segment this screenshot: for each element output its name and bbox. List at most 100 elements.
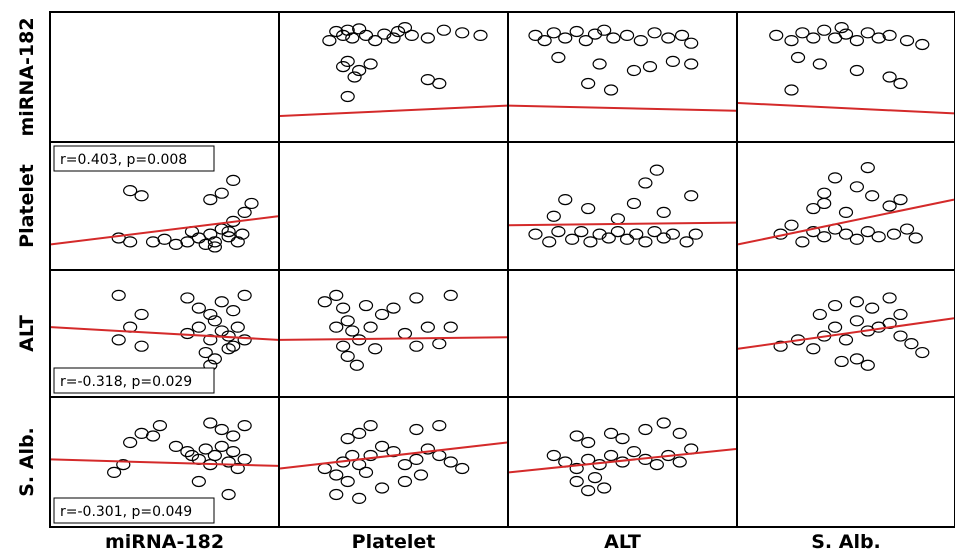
fit-line: [737, 198, 955, 246]
panel-alt-vs-alt: [507, 269, 738, 398]
data-point: [226, 305, 241, 317]
data-point: [882, 200, 897, 212]
data-point: [329, 488, 344, 501]
data-point: [882, 71, 897, 83]
data-point: [649, 164, 664, 176]
panel-s-alb-vs-platelet: [278, 396, 509, 528]
fit-line: [279, 336, 508, 341]
data-point: [157, 233, 172, 245]
cell-alt-vs-mirna-182: [50, 289, 279, 371]
data-point: [638, 177, 653, 189]
data-point: [336, 340, 351, 352]
data-point: [581, 485, 596, 497]
data-point: [647, 27, 662, 39]
data-point: [656, 232, 671, 244]
data-point: [397, 22, 413, 34]
data-point: [649, 459, 664, 471]
data-point: [207, 449, 222, 462]
data-point: [352, 492, 367, 504]
data-point: [352, 64, 367, 77]
data-point: [606, 32, 621, 44]
data-point: [226, 174, 241, 186]
data-point: [899, 223, 915, 235]
data-point: [849, 296, 865, 308]
data-point: [349, 359, 364, 371]
data-point: [322, 34, 337, 47]
panel-mirna-182-vs-s-alb: [736, 11, 955, 143]
data-point: [409, 453, 424, 465]
data-point: [817, 197, 832, 210]
data-point: [358, 466, 374, 478]
data-point: [849, 315, 865, 327]
data-point: [574, 226, 589, 238]
data-point: [363, 321, 378, 333]
data-point: [882, 292, 897, 304]
data-point: [221, 456, 236, 468]
data-point: [546, 210, 561, 222]
data-point: [886, 228, 902, 240]
data-point: [672, 456, 687, 468]
data-point: [656, 206, 671, 218]
data-point: [134, 308, 149, 321]
cell-platelet-vs-s-alb: [737, 162, 955, 248]
data-point: [336, 60, 351, 73]
data-point: [409, 292, 424, 304]
data-point: [123, 236, 138, 248]
data-point: [191, 475, 206, 488]
annotation-box: [53, 145, 215, 172]
cell-s-alb-vs-alt: [508, 417, 737, 497]
data-point: [569, 462, 584, 475]
data-point: [329, 469, 344, 481]
data-point: [665, 55, 680, 68]
data-point: [235, 228, 250, 240]
data-point: [684, 58, 699, 70]
data-point: [806, 343, 821, 355]
data-point: [374, 308, 390, 321]
column-label-mirna-182: miRNA-182: [105, 531, 224, 550]
data-point: [871, 231, 886, 243]
data-point: [834, 355, 849, 368]
data-point: [443, 289, 458, 301]
data-point: [207, 236, 222, 248]
annotation-text: r=0.403, p=0.008: [60, 152, 187, 168]
data-point: [834, 22, 849, 34]
data-point: [904, 338, 919, 350]
data-point: [420, 32, 435, 44]
annotation-box: [53, 367, 215, 394]
data-point: [214, 440, 229, 452]
fit-line: [279, 441, 508, 470]
data-point: [230, 236, 245, 248]
data-point: [207, 353, 222, 365]
data-point: [542, 236, 557, 248]
data-point: [432, 420, 447, 432]
data-point: [603, 84, 619, 96]
data-point: [358, 299, 374, 312]
data-point: [795, 27, 810, 39]
data-point: [899, 34, 915, 47]
data-point: [784, 219, 799, 231]
data-point: [769, 29, 784, 42]
data-point: [806, 32, 821, 44]
data-point: [145, 430, 161, 442]
data-point: [827, 321, 843, 333]
data-point: [107, 466, 122, 478]
data-point: [626, 446, 642, 458]
data-point: [123, 436, 138, 449]
data-point: [661, 32, 676, 44]
data-point: [629, 228, 644, 240]
data-point: [237, 206, 252, 218]
data-point: [610, 226, 626, 238]
panel-s-alb-vs-alt: [507, 396, 738, 528]
data-point: [679, 236, 694, 248]
data-point: [203, 334, 218, 346]
cell-mirna-182-vs-s-alb: [737, 22, 955, 115]
data-point: [374, 482, 390, 494]
data-point: [672, 427, 687, 439]
data-point: [601, 232, 616, 244]
data-point: [578, 34, 593, 47]
data-point: [871, 32, 886, 44]
data-point: [336, 302, 351, 314]
data-point: [812, 308, 827, 321]
correlation-annotation: r=-0.318, p=0.029: [53, 367, 215, 394]
